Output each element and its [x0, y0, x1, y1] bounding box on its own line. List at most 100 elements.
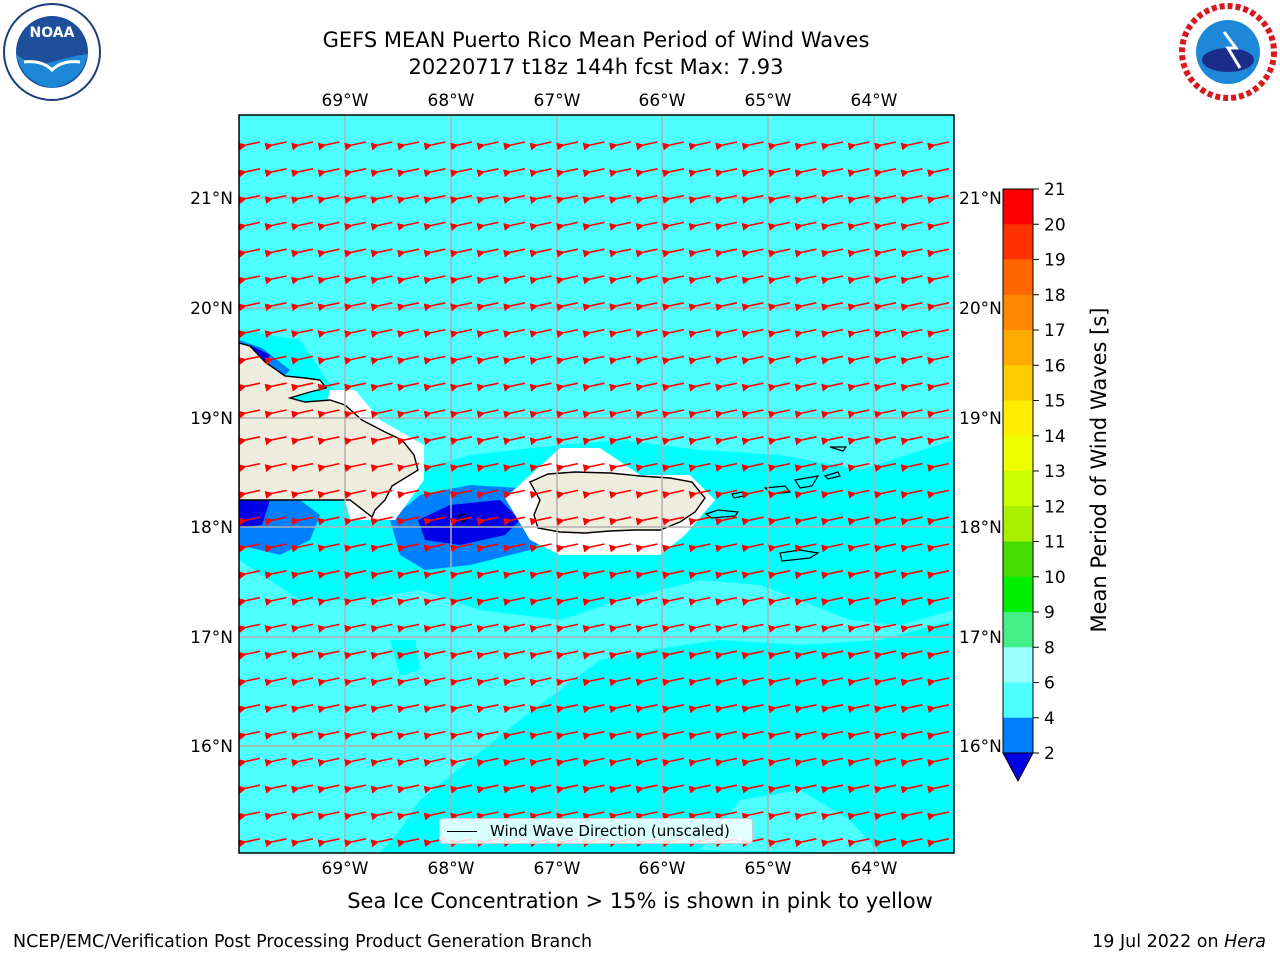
wind-wave-arrow-589	[264, 704, 287, 714]
wind-wave-arrow-282	[291, 409, 314, 419]
wind-wave-arrow-310	[291, 436, 314, 446]
wind-wave-arrow-369	[370, 489, 393, 499]
wind-wave-arrow-506	[291, 623, 314, 633]
wind-wave-arrow-334	[927, 436, 950, 446]
wind-wave-arrow-566	[397, 677, 420, 687]
wind-wave-arrow-178	[503, 302, 526, 312]
wind-wave-arrow-157	[688, 275, 711, 285]
wind-wave-arrow-87	[317, 221, 340, 231]
wind-wave-arrow-240	[662, 355, 685, 365]
wind-wave-arrow-591	[317, 704, 340, 714]
wind-wave-arrow-606	[715, 704, 738, 714]
wind-wave-arrow-722	[821, 811, 844, 821]
wind-wave-arrow-402	[503, 516, 526, 526]
wind-wave-arrow-79	[847, 194, 870, 205]
wind-wave-arrow-490	[609, 596, 632, 607]
lat-label-right-18n: 18°N	[959, 518, 1002, 538]
wind-wave-arrow-292	[556, 409, 579, 419]
wind-wave-arrow-239	[635, 355, 658, 365]
wind-wave-arrow-688	[662, 784, 685, 794]
wind-wave-arrow-407	[635, 516, 658, 526]
wind-wave-arrow-206	[503, 328, 526, 339]
lat-label-left-16n: 16°N	[190, 737, 233, 757]
footer-producer: NCEP/EMC/Verification Post Processing Pr…	[13, 932, 593, 952]
wind-wave-arrow-353	[688, 462, 711, 473]
wind-wave-arrow-364	[239, 489, 261, 499]
wind-wave-arrow-63	[423, 194, 446, 205]
wind-wave-arrow-697	[900, 784, 923, 794]
wind-wave-arrow-256	[344, 382, 367, 392]
wind-wave-arrow-650	[397, 757, 420, 767]
wind-wave-arrow-486	[503, 596, 526, 607]
wind-wave-arrow-643	[953, 732, 954, 741]
wind-wave-arrow-32	[344, 168, 367, 178]
wind-wave-arrow-29	[264, 168, 287, 178]
wind-wave-arrow-331	[847, 436, 870, 446]
wind-wave-arrow-374	[503, 489, 526, 499]
wind-wave-arrow-294	[609, 409, 632, 419]
wind-wave-arrow-572	[556, 677, 579, 687]
wind-wave-arrow-166	[927, 275, 950, 285]
wind-wave-arrow-91	[423, 221, 446, 231]
wind-wave-arrow-387	[847, 489, 870, 499]
wind-wave-arrow-668	[874, 757, 897, 767]
wind-wave-arrow-298	[715, 409, 738, 419]
wind-wave-arrow-611	[847, 704, 870, 714]
wind-wave-arrow-26	[927, 141, 950, 151]
wind-wave-arrow-324	[662, 436, 685, 446]
wind-wave-arrow-227	[317, 355, 340, 365]
wind-wave-arrow-159	[741, 275, 764, 285]
wind-wave-arrow-318	[503, 436, 526, 446]
wind-wave-arrow-512	[450, 623, 473, 633]
wind-wave-arrow-64	[450, 194, 473, 205]
wind-wave-arrow-41	[582, 168, 605, 178]
wind-wave-arrow-635	[741, 730, 764, 741]
wind-wave-arrow-321	[582, 436, 605, 446]
wind-wave-arrow-452	[344, 570, 367, 580]
wind-wave-arrow-123	[529, 248, 552, 258]
wind-wave-arrow-519	[635, 623, 658, 633]
wind-wave-arrow-719	[741, 811, 764, 821]
wind-wave-arrow-541	[476, 650, 499, 660]
wind-wave-arrow-403	[529, 516, 552, 526]
wind-wave-arrow-409	[688, 516, 711, 526]
lat-label-right-20n: 20°N	[959, 299, 1002, 319]
wind-wave-arrow-289	[476, 409, 499, 419]
wind-wave-arrow-477	[264, 596, 287, 607]
wind-wave-arrow-684	[556, 784, 579, 794]
wind-wave-arrow-163	[847, 275, 870, 285]
wind-wave-arrow-378	[609, 489, 632, 499]
wind-wave-arrow-187	[741, 302, 764, 312]
wind-wave-arrow-679	[423, 784, 446, 794]
wind-wave-arrow-209	[582, 328, 605, 339]
wind-wave-arrow-609	[794, 704, 817, 714]
wind-wave-arrow-99	[635, 221, 658, 231]
sea-ice-caption: Sea Ice Concentration > 15% is shown in …	[347, 889, 933, 913]
wind-wave-arrow-388	[874, 489, 897, 499]
wind-wave-arrow-488	[556, 596, 579, 607]
wind-wave-arrow-135	[847, 248, 870, 258]
wind-wave-arrow-500	[874, 596, 897, 607]
wind-wave-arrow-184	[662, 302, 685, 312]
wind-wave-arrow-474	[927, 570, 950, 580]
wind-wave-arrow-637	[794, 730, 817, 741]
wind-wave-arrow-273	[794, 382, 817, 392]
wind-wave-arrow-677	[370, 784, 393, 794]
wind-wave-arrow-247	[847, 355, 870, 365]
wind-wave-arrow-277	[900, 382, 923, 392]
wind-wave-arrow-716	[662, 811, 685, 821]
wind-wave-arrow-224	[239, 355, 261, 365]
wind-wave-arrow-604	[662, 704, 685, 714]
wind-wave-arrow-358	[821, 462, 844, 473]
wind-wave-arrow-480	[344, 596, 367, 607]
wind-wave-arrow-81	[900, 194, 923, 205]
wind-wave-arrow-462	[609, 570, 632, 580]
wind-wave-arrow-73	[688, 194, 711, 205]
wind-wave-arrow-753	[900, 838, 923, 848]
wind-wave-arrow-515	[529, 623, 552, 633]
wind-wave-arrow-521	[688, 623, 711, 633]
footer-machine: Hera	[1224, 932, 1266, 952]
colorbar-tick-label-20: 20	[1044, 215, 1066, 235]
wind-wave-arrow-520	[662, 623, 685, 633]
wind-wave-arrow-433	[582, 543, 605, 553]
